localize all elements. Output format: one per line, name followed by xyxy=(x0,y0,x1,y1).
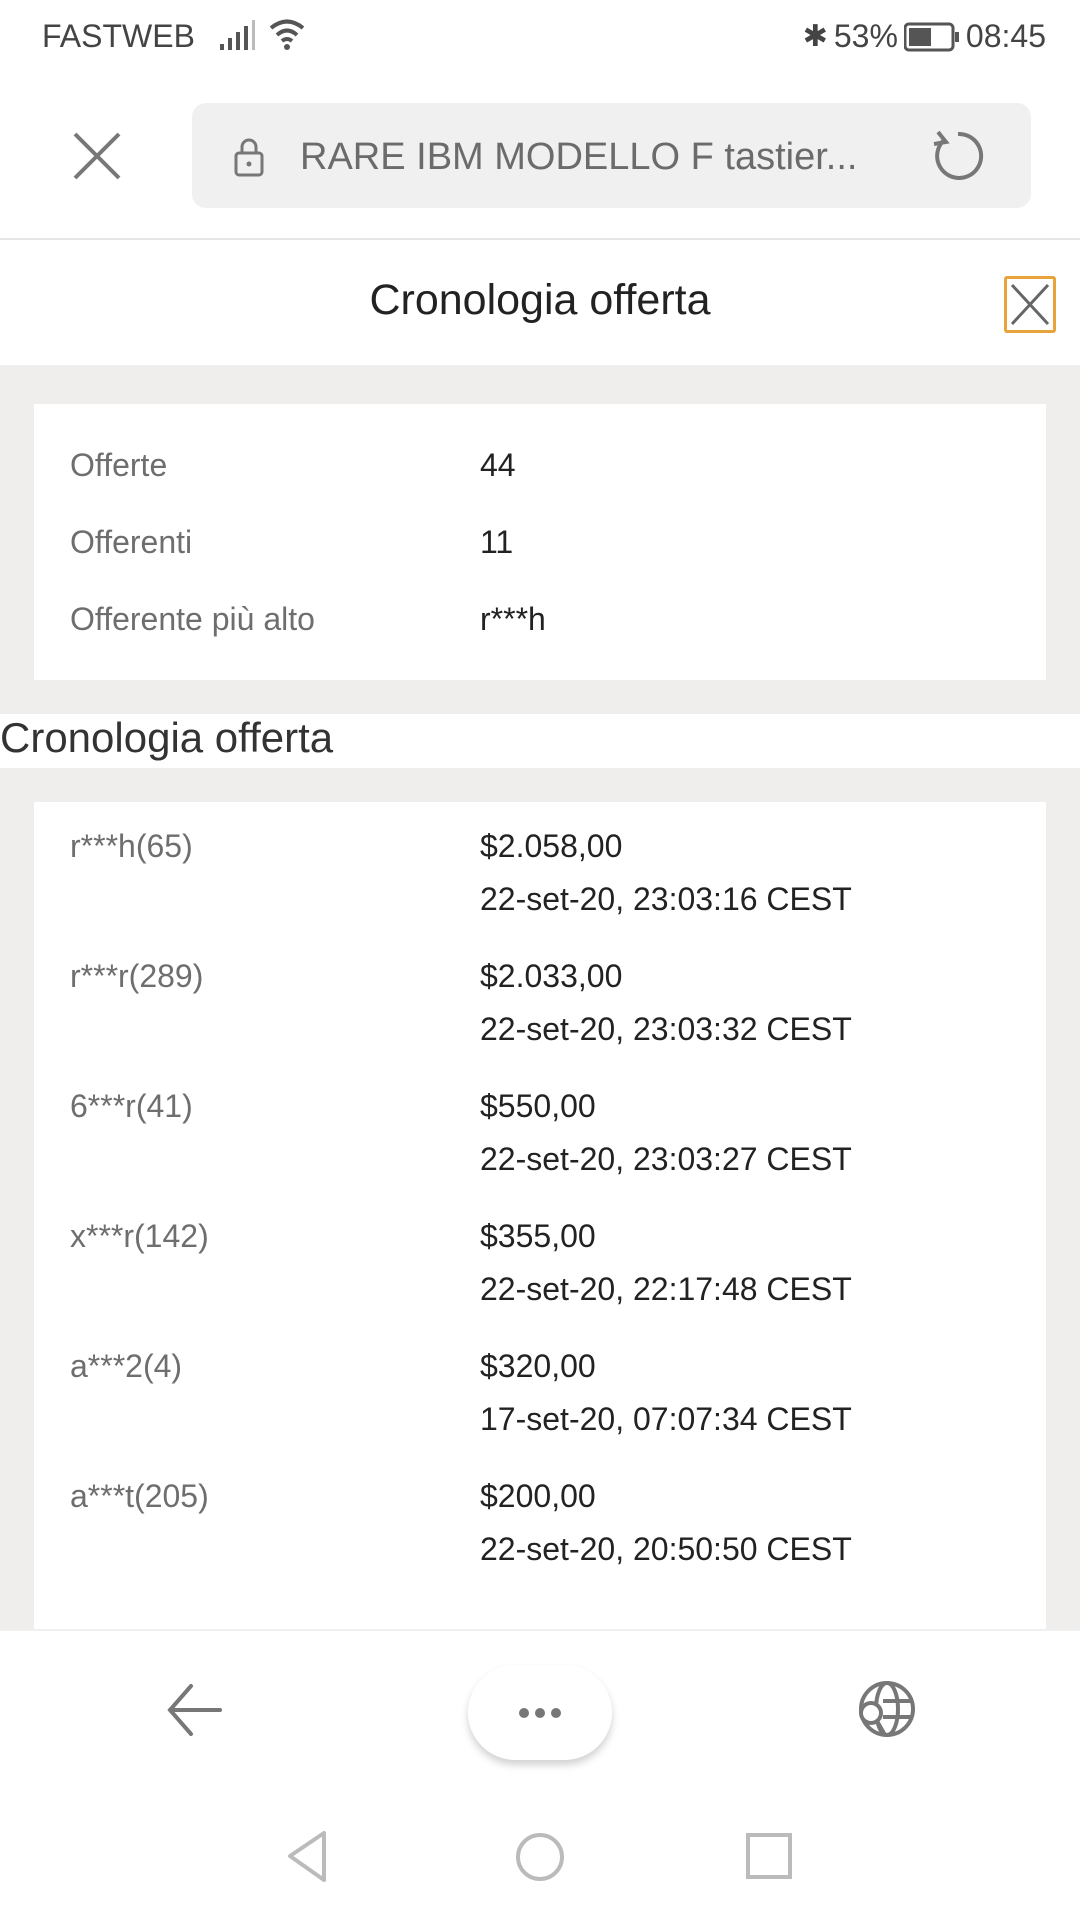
more-button[interactable] xyxy=(468,1665,612,1760)
history-card: r***h(65) $2.058,00 22-set-20, 23:03:16 CE… xyxy=(34,802,1046,1629)
summary-value: 11 xyxy=(480,524,514,560)
more-icon xyxy=(519,1708,561,1718)
history-amount: $200,00 xyxy=(480,1478,596,1514)
history-date: 17-set-20, 07:07:34 CEST xyxy=(480,1401,852,1437)
status-bar: FASTWEB ✱ 53% 08:45 xyxy=(0,0,1080,75)
browser-toolbar: RARE IBM MODELLO F tastier... xyxy=(0,75,1080,240)
history-amount: $2.058,00 xyxy=(480,828,623,864)
history-bidder: x***r(142) xyxy=(70,1218,209,1254)
history-amount: $355,00 xyxy=(480,1218,596,1254)
history-date: 22-set-20, 20:50:50 CEST xyxy=(480,1531,852,1567)
clock: 08:45 xyxy=(965,18,1046,54)
summary-section: Offerte 44 Offerenti 11 Offerente più al… xyxy=(0,365,1080,714)
lock-icon xyxy=(234,138,264,177)
close-icon[interactable] xyxy=(72,131,122,181)
history-amount: $320,00 xyxy=(480,1348,596,1384)
battery-percent: 53% xyxy=(833,18,898,54)
history-amount: $550,00 xyxy=(480,1088,596,1124)
history-section: r***h(65) $2.058,00 22-set-20, 23:03:16 CE… xyxy=(0,768,1080,1629)
dialog-title: Cronologia offerta xyxy=(369,276,711,324)
history-heading-band: Cronologia offerta xyxy=(0,714,1080,768)
reload-icon[interactable] xyxy=(930,128,986,184)
summary-label: Offerte xyxy=(70,447,168,483)
nav-home-icon[interactable] xyxy=(514,1830,566,1884)
browser-bottom-bar xyxy=(0,1629,1080,1829)
history-bidder: r***h(65) xyxy=(70,828,193,864)
bluetooth-icon: ✱ xyxy=(802,20,828,53)
history-date: 22-set-20, 22:17:48 CEST xyxy=(480,1271,852,1307)
history-bidder: a***2(4) xyxy=(70,1348,183,1384)
history-date: 22-set-20, 23:03:32 CEST xyxy=(480,1011,852,1047)
back-arrow-icon[interactable] xyxy=(165,1683,223,1737)
summary-card: Offerte 44 Offerenti 11 Offerente più al… xyxy=(34,404,1046,680)
signal-icon xyxy=(220,20,255,50)
summary-value: r***h xyxy=(480,601,546,637)
history-date: 22-set-20, 23:03:16 CEST xyxy=(480,881,852,917)
status-right: ✱ 53% 08:45 xyxy=(803,18,1046,55)
history-bidder: a***t(205) xyxy=(70,1478,209,1514)
dialog-close-button[interactable] xyxy=(1004,276,1056,333)
page-title-url: RARE IBM MODELLO F tastier... xyxy=(300,136,858,178)
battery-icon xyxy=(903,22,959,51)
summary-label: Offerenti xyxy=(70,524,193,560)
history-bidder: r***r(289) xyxy=(70,958,204,994)
globe-search-icon[interactable] xyxy=(853,1679,917,1745)
summary-label: Offerente più alto xyxy=(70,601,315,637)
carrier: FASTWEB xyxy=(42,18,195,54)
system-nav-bar xyxy=(0,1820,1080,1920)
history-amount: $2.033,00 xyxy=(480,958,623,994)
close-icon xyxy=(1010,283,1050,326)
url-bar[interactable]: RARE IBM MODELLO F tastier... xyxy=(192,103,1031,208)
nav-back-icon[interactable] xyxy=(284,1830,334,1884)
wifi-icon xyxy=(269,19,305,50)
dialog-header: Cronologia offerta xyxy=(0,240,1080,365)
history-bidder: 6***r(41) xyxy=(70,1088,193,1124)
nav-recents-icon[interactable] xyxy=(745,1832,793,1880)
history-date: 22-set-20, 23:03:27 CEST xyxy=(480,1141,852,1177)
history-heading: Cronologia offerta xyxy=(0,714,334,761)
summary-value: 44 xyxy=(480,447,516,483)
